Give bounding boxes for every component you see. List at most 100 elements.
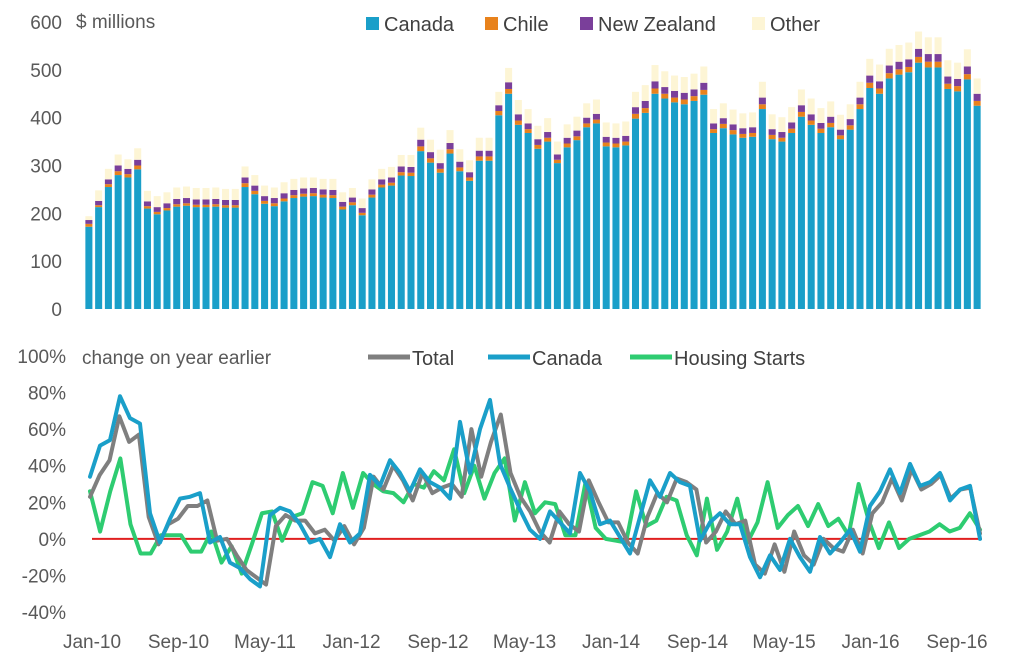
bar-other xyxy=(729,109,737,125)
bar-canada xyxy=(866,88,874,309)
bar-other xyxy=(358,198,366,209)
bar-canada xyxy=(261,203,269,309)
bar-chile xyxy=(505,88,513,94)
bar-other xyxy=(182,186,191,199)
bar-other xyxy=(807,98,815,115)
bar-chile xyxy=(485,156,493,161)
bar-other xyxy=(339,192,347,202)
bar-other xyxy=(954,62,962,79)
x-tick-label: May-13 xyxy=(493,632,556,653)
bar-chile xyxy=(592,119,600,124)
bar-new-zealand xyxy=(387,177,395,183)
bar-chile xyxy=(895,69,903,75)
bar-other xyxy=(456,149,464,162)
bar-new-zealand xyxy=(622,135,630,142)
bar-other xyxy=(231,188,239,200)
bar-new-zealand xyxy=(915,48,923,57)
bar-other xyxy=(446,130,454,144)
bar-chile xyxy=(251,190,259,195)
bar-other xyxy=(612,123,620,138)
bar-chile xyxy=(397,172,405,176)
bar-canada xyxy=(475,160,483,309)
bar-other xyxy=(348,187,356,198)
top-y-tick-label: 400 xyxy=(30,109,62,130)
bar-other xyxy=(856,81,864,98)
legend-label-housing-starts: Housing Starts xyxy=(674,348,805,370)
bar-canada xyxy=(466,180,474,309)
bar-new-zealand xyxy=(641,100,649,109)
legend-label-canada: Canada xyxy=(532,348,603,370)
legend-label-chile: Chile xyxy=(503,14,549,36)
bar-new-zealand xyxy=(924,54,932,62)
bar-canada xyxy=(192,207,200,309)
bar-chile xyxy=(173,204,181,207)
bottom-y-tick-label: 20% xyxy=(28,493,66,514)
bar-canada xyxy=(231,207,239,309)
bar-new-zealand xyxy=(446,143,454,150)
bar-new-zealand xyxy=(514,114,522,121)
bar-canada xyxy=(514,124,522,309)
bar-other xyxy=(631,91,640,108)
bar-new-zealand xyxy=(690,89,698,97)
bar-canada xyxy=(973,105,981,310)
bar-chile xyxy=(192,204,200,208)
x-tick-label: Jan-14 xyxy=(582,632,641,653)
bar-new-zealand xyxy=(339,201,347,207)
bar-other xyxy=(934,37,942,55)
bar-canada xyxy=(631,118,640,310)
bar-other xyxy=(387,166,395,178)
x-tick-label: Sep-10 xyxy=(148,632,209,653)
bar-canada xyxy=(612,147,620,309)
bottom-legend: Total Canada Housing Starts xyxy=(368,348,805,370)
bar-chile xyxy=(153,211,161,215)
bar-new-zealand xyxy=(397,166,405,173)
line-canada xyxy=(88,394,982,589)
bar-other xyxy=(905,42,913,60)
top-legend: Canada Chile New Zealand Other xyxy=(366,14,820,36)
bar-chile xyxy=(417,146,425,152)
bar-other xyxy=(173,187,181,199)
bar-chile xyxy=(378,184,386,188)
bar-canada xyxy=(856,109,864,309)
bar-canada xyxy=(495,115,503,310)
bar-canada xyxy=(446,153,454,309)
bar-chile xyxy=(514,120,522,125)
bar-new-zealand xyxy=(192,199,200,205)
bar-other xyxy=(690,73,698,90)
line-housing-starts xyxy=(88,447,982,576)
bar-other xyxy=(505,67,513,83)
bar-chile xyxy=(427,158,435,163)
bar-chile xyxy=(280,198,288,202)
bar-other xyxy=(427,139,435,153)
bar-canada xyxy=(182,205,191,309)
bar-canada xyxy=(749,136,757,309)
bar-chile xyxy=(700,89,708,95)
bar-canada xyxy=(358,215,366,309)
bar-other xyxy=(329,178,337,190)
bar-chile xyxy=(641,108,649,113)
bar-canada xyxy=(309,196,317,309)
bar-other xyxy=(924,37,932,55)
bar-new-zealand xyxy=(524,123,532,130)
bar-canada xyxy=(241,187,249,309)
bar-chile xyxy=(143,206,151,209)
bar-new-zealand xyxy=(270,198,278,204)
bar-canada xyxy=(778,141,786,309)
bar-canada xyxy=(954,91,962,309)
top-panel: 0 100 200 300 400 500 600 $ millions Canada Chi… xyxy=(30,12,981,321)
bar-canada xyxy=(95,207,103,309)
bar-chile xyxy=(231,205,239,208)
bar-chile xyxy=(778,137,786,142)
bar-chile xyxy=(690,96,698,101)
bar-new-zealand xyxy=(358,208,366,213)
bar-new-zealand xyxy=(817,122,825,129)
top-y-tick-label: 100 xyxy=(30,252,62,273)
bottom-y-tick-label: -40% xyxy=(22,603,66,624)
bar-chile xyxy=(612,143,620,148)
bar-canada xyxy=(427,162,435,309)
x-tick-label: Sep-16 xyxy=(926,632,987,653)
bar-other xyxy=(143,190,151,202)
bar-other xyxy=(104,168,112,180)
top-y-tick-label: 500 xyxy=(30,61,62,82)
top-y-axis: 0 100 200 300 400 500 600 xyxy=(30,13,62,321)
